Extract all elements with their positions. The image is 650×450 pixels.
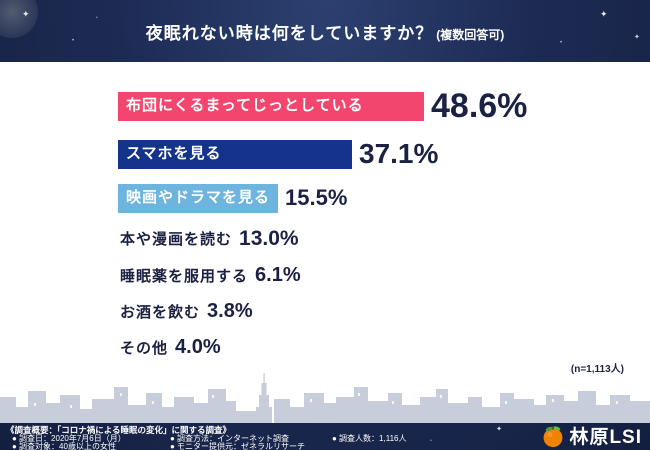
value-label: 3.8% bbox=[207, 300, 253, 323]
chart-row: 布団にくるまってじっとしている 48.6% bbox=[118, 87, 650, 125]
company-logo: 林原LSI bbox=[541, 422, 642, 449]
survey-detail: ● モニター提供元：ゼネラルリサーチ bbox=[170, 442, 306, 450]
chart-row: 映画やドラマを見る 15.5% bbox=[118, 184, 650, 213]
chart-row: スマホを見る 37.1% bbox=[118, 139, 650, 170]
chart-area: 布団にくるまってじっとしている 48.6% スマホを見る 37.1% 映画やドラマを見る… bbox=[0, 62, 650, 423]
star-icon: • bbox=[560, 40, 563, 46]
header: ✦ • • ✦ • ✦ 夜眠れない時は何をしていますか？ (複数回答可) bbox=[0, 0, 650, 62]
star-icon: ✦ bbox=[634, 34, 640, 41]
category-label: スマホを見る bbox=[118, 140, 352, 170]
value-label: 15.5% bbox=[285, 185, 348, 211]
footer: ✦ • 《調査概要：「コロナ禍による睡眠の変化」に関する調査》 ● 調査日：202… bbox=[0, 423, 650, 450]
category-label: その他 bbox=[120, 339, 169, 357]
star-icon: ✦ bbox=[22, 9, 30, 19]
category-label: 本や漫画を読む bbox=[120, 230, 233, 248]
category-label: 睡眠薬を服用する bbox=[120, 267, 249, 285]
chart-row: その他 4.0% bbox=[118, 336, 650, 358]
survey-detail: ● 調査方法：インターネット調査 bbox=[170, 433, 290, 443]
sample-size-note: (n=1,113人) bbox=[570, 364, 624, 375]
chart-row: お酒を飲む 3.8% bbox=[118, 300, 650, 322]
title-note: (複数回答可) bbox=[436, 27, 505, 42]
category-label: お酒を飲む bbox=[120, 303, 201, 321]
chart-row: 本や漫画を読む 13.0% bbox=[118, 227, 650, 250]
star-icon: • bbox=[72, 38, 75, 44]
city-skyline bbox=[0, 373, 650, 423]
survey-overview: 《調査概要：「コロナ禍による睡眠の変化」に関する調査》 bbox=[6, 424, 231, 435]
chart-row: 睡眠薬を服用する 6.1% bbox=[118, 264, 650, 286]
value-label: 4.0% bbox=[175, 336, 221, 359]
value-label: 6.1% bbox=[255, 264, 301, 287]
orange-fruit-icon bbox=[544, 425, 563, 447]
page-title: 夜眠れない時は何をしていますか？ (複数回答可) bbox=[146, 19, 505, 44]
survey-detail: ● 調査日：2020年7月6日（月） bbox=[12, 433, 126, 443]
logo-text: 林原LSI bbox=[569, 427, 642, 448]
title-main: 夜眠れない時は何をしていますか？ bbox=[145, 23, 434, 43]
category-label: 布団にくるまってじっとしている bbox=[118, 92, 424, 122]
survey-detail: ● 調査人数：1,116人 bbox=[332, 433, 407, 443]
value-label: 48.6% bbox=[431, 87, 528, 125]
bar-chart: 布団にくるまってじっとしている 48.6% スマホを見る 37.1% 映画やドラマを見る… bbox=[118, 87, 650, 358]
star-icon: • bbox=[430, 438, 432, 444]
star-icon: ✦ bbox=[496, 426, 502, 433]
star-icon: ✦ bbox=[600, 9, 608, 19]
value-label: 13.0% bbox=[239, 226, 299, 250]
survey-detail: ● 調査対象：40歳以上の女性 bbox=[12, 442, 116, 450]
survey-overview-block: 《調査概要：「コロナ禍による睡眠の変化」に関する調査》 ● 調査日：2020年7月… bbox=[0, 423, 650, 450]
moon-glow bbox=[0, 0, 38, 38]
value-label: 37.1% bbox=[359, 138, 439, 170]
star-icon: • bbox=[96, 15, 98, 21]
category-label: 映画やドラマを見る bbox=[118, 184, 279, 213]
